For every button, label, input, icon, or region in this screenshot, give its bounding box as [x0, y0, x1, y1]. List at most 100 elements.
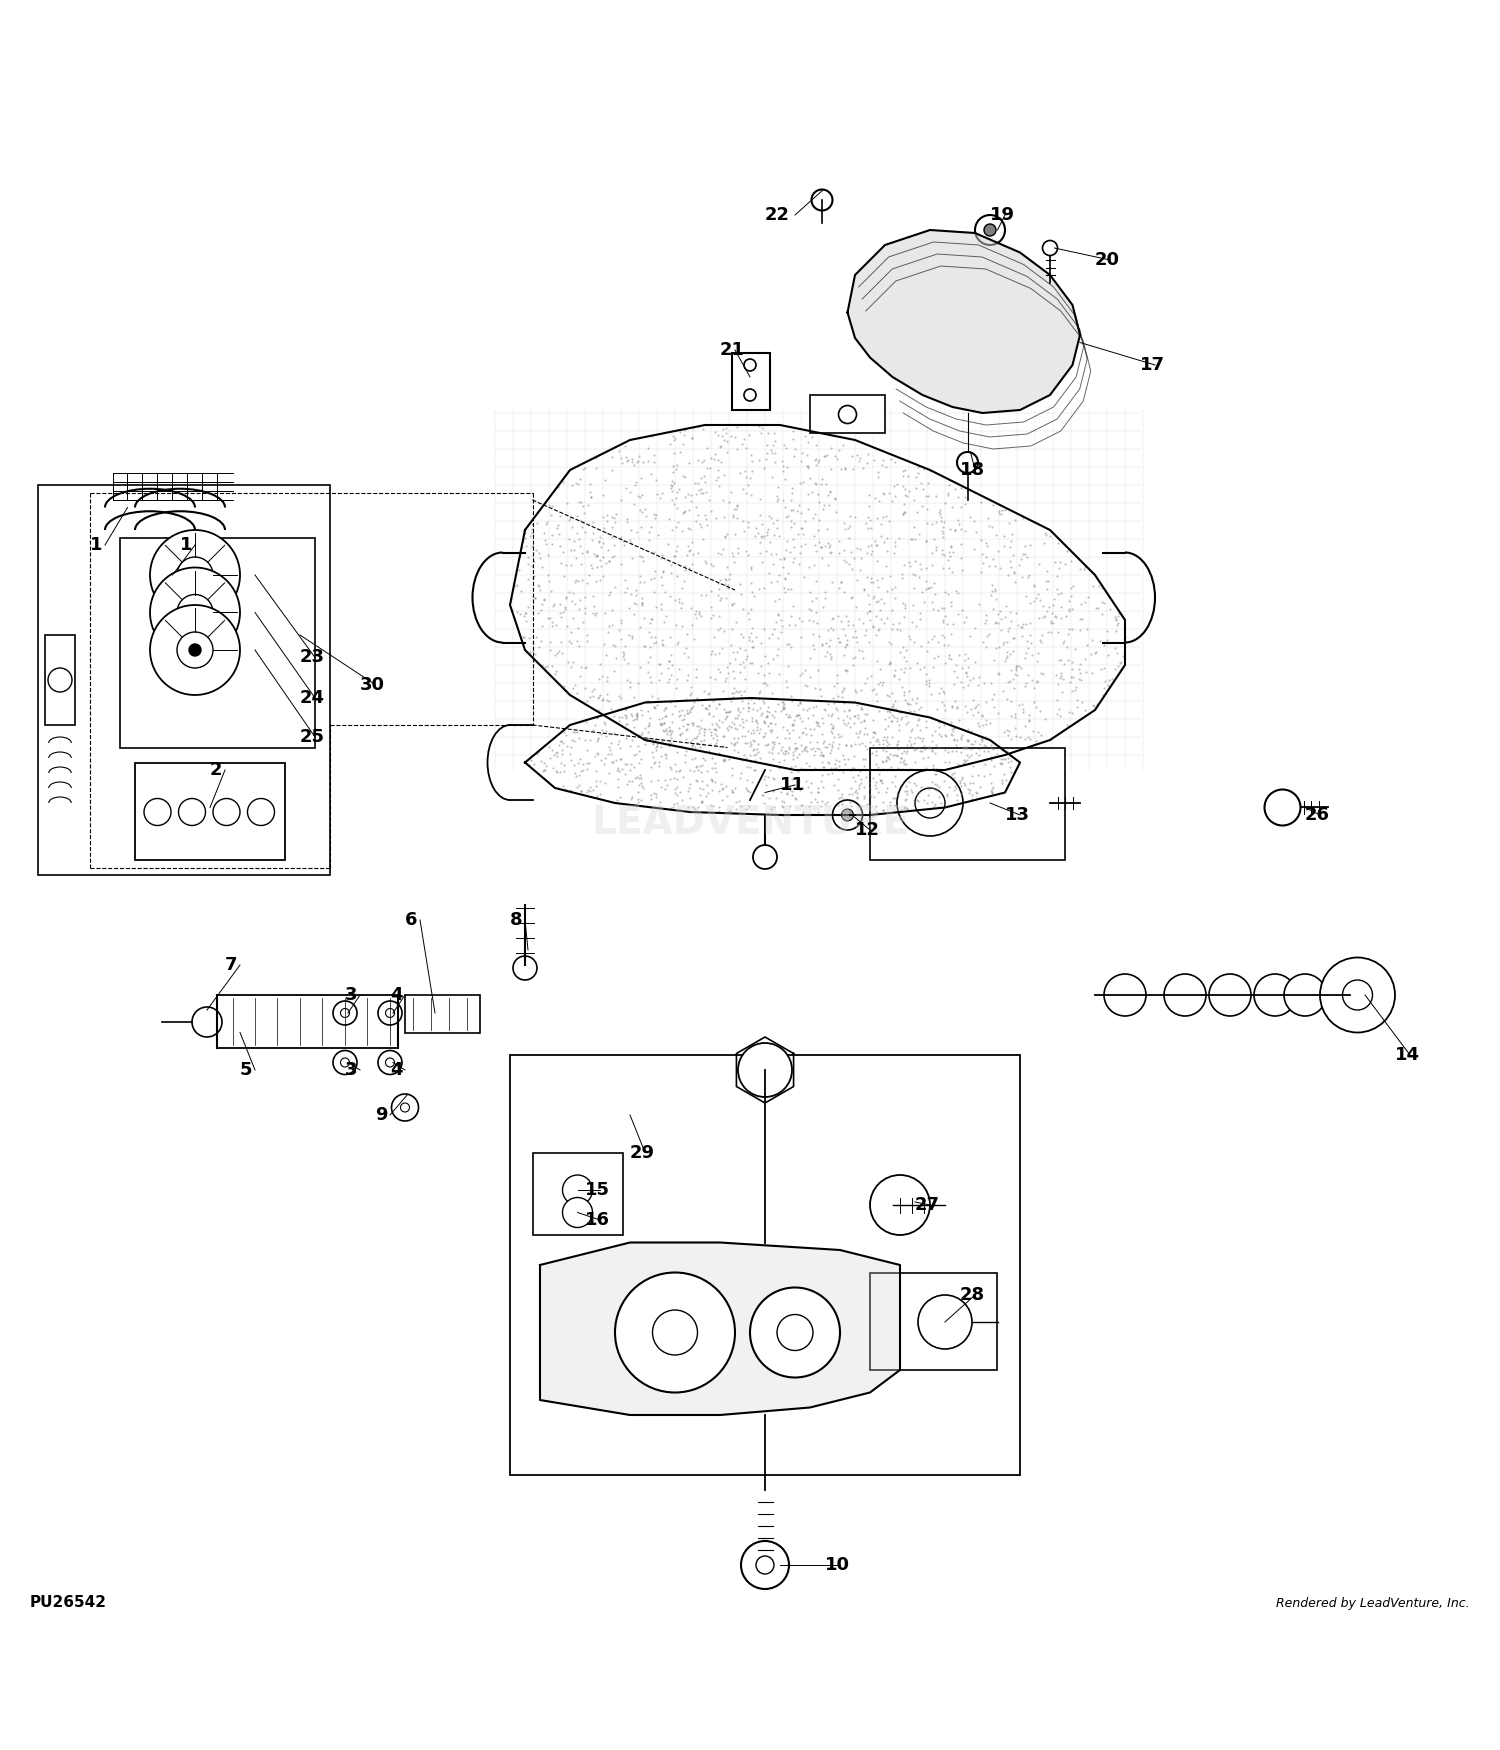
Point: [856, 481, 880, 509]
Point: [898, 730, 922, 758]
Point: [627, 495, 651, 523]
Point: [561, 579, 585, 607]
Point: [760, 728, 784, 756]
Point: [833, 536, 856, 564]
Point: [798, 800, 822, 828]
Point: [759, 439, 783, 467]
Circle shape: [1284, 975, 1326, 1017]
Point: [654, 716, 678, 744]
Point: [804, 537, 828, 565]
Point: [718, 696, 742, 724]
Point: [610, 448, 634, 476]
Point: [645, 691, 669, 719]
Point: [638, 710, 662, 738]
Point: [711, 634, 735, 662]
Point: [666, 780, 690, 808]
Point: [573, 726, 597, 754]
Point: [950, 763, 974, 791]
Point: [734, 728, 758, 756]
Point: [670, 712, 694, 740]
Point: [712, 618, 736, 646]
Point: [723, 520, 747, 548]
Point: [880, 740, 904, 768]
Point: [932, 507, 956, 536]
Point: [922, 791, 946, 819]
Point: [944, 688, 968, 716]
Point: [990, 500, 1014, 528]
Point: [1070, 667, 1094, 695]
Point: [922, 569, 946, 597]
Point: [847, 556, 871, 584]
Point: [909, 600, 933, 628]
Point: [932, 677, 956, 705]
Point: [640, 744, 664, 772]
Point: [1005, 653, 1029, 681]
Point: [1066, 654, 1090, 682]
Circle shape: [213, 798, 240, 826]
Point: [682, 724, 706, 752]
Point: [542, 742, 566, 770]
Point: [933, 793, 957, 821]
Point: [956, 662, 980, 690]
Point: [758, 716, 782, 744]
Point: [1112, 612, 1136, 640]
Point: [771, 695, 795, 723]
Point: [642, 623, 666, 651]
Point: [752, 668, 776, 696]
Point: [526, 598, 550, 626]
Point: [1032, 528, 1056, 556]
Point: [618, 668, 642, 696]
Point: [564, 544, 588, 572]
Point: [552, 772, 576, 800]
Point: [801, 621, 825, 649]
Point: [801, 735, 825, 763]
Point: [1016, 542, 1040, 570]
Point: [974, 732, 998, 760]
Point: [1048, 604, 1072, 632]
Point: [920, 704, 944, 731]
Point: [662, 469, 686, 497]
Point: [981, 570, 1005, 598]
Point: [808, 737, 832, 765]
Point: [903, 464, 927, 492]
Point: [606, 786, 630, 814]
Point: [556, 506, 580, 534]
Point: [892, 658, 916, 686]
Point: [720, 754, 744, 782]
Point: [802, 522, 826, 550]
Point: [752, 614, 776, 642]
Point: [546, 473, 570, 500]
Point: [621, 490, 645, 518]
Circle shape: [150, 567, 240, 658]
Point: [590, 662, 613, 690]
Point: [674, 724, 698, 752]
Point: [654, 602, 678, 630]
Point: [792, 422, 816, 450]
Point: [938, 516, 962, 544]
Point: [609, 609, 633, 637]
Point: [648, 483, 672, 511]
Point: [780, 474, 804, 502]
Point: [827, 733, 850, 761]
Point: [651, 556, 675, 584]
Point: [688, 480, 712, 508]
Point: [1092, 588, 1116, 616]
Point: [702, 441, 726, 469]
Point: [999, 758, 1023, 786]
Point: [904, 649, 928, 677]
Point: [804, 500, 828, 528]
Point: [816, 690, 840, 717]
Point: [897, 677, 921, 705]
Circle shape: [741, 1542, 789, 1589]
Point: [1008, 723, 1032, 751]
Point: [962, 770, 986, 798]
Point: [882, 791, 906, 819]
Point: [632, 567, 656, 595]
Point: [795, 441, 819, 469]
Point: [741, 634, 765, 662]
Point: [588, 682, 612, 710]
Point: [980, 732, 1004, 760]
Point: [738, 695, 762, 723]
Point: [986, 609, 1010, 637]
Point: [1028, 604, 1051, 632]
